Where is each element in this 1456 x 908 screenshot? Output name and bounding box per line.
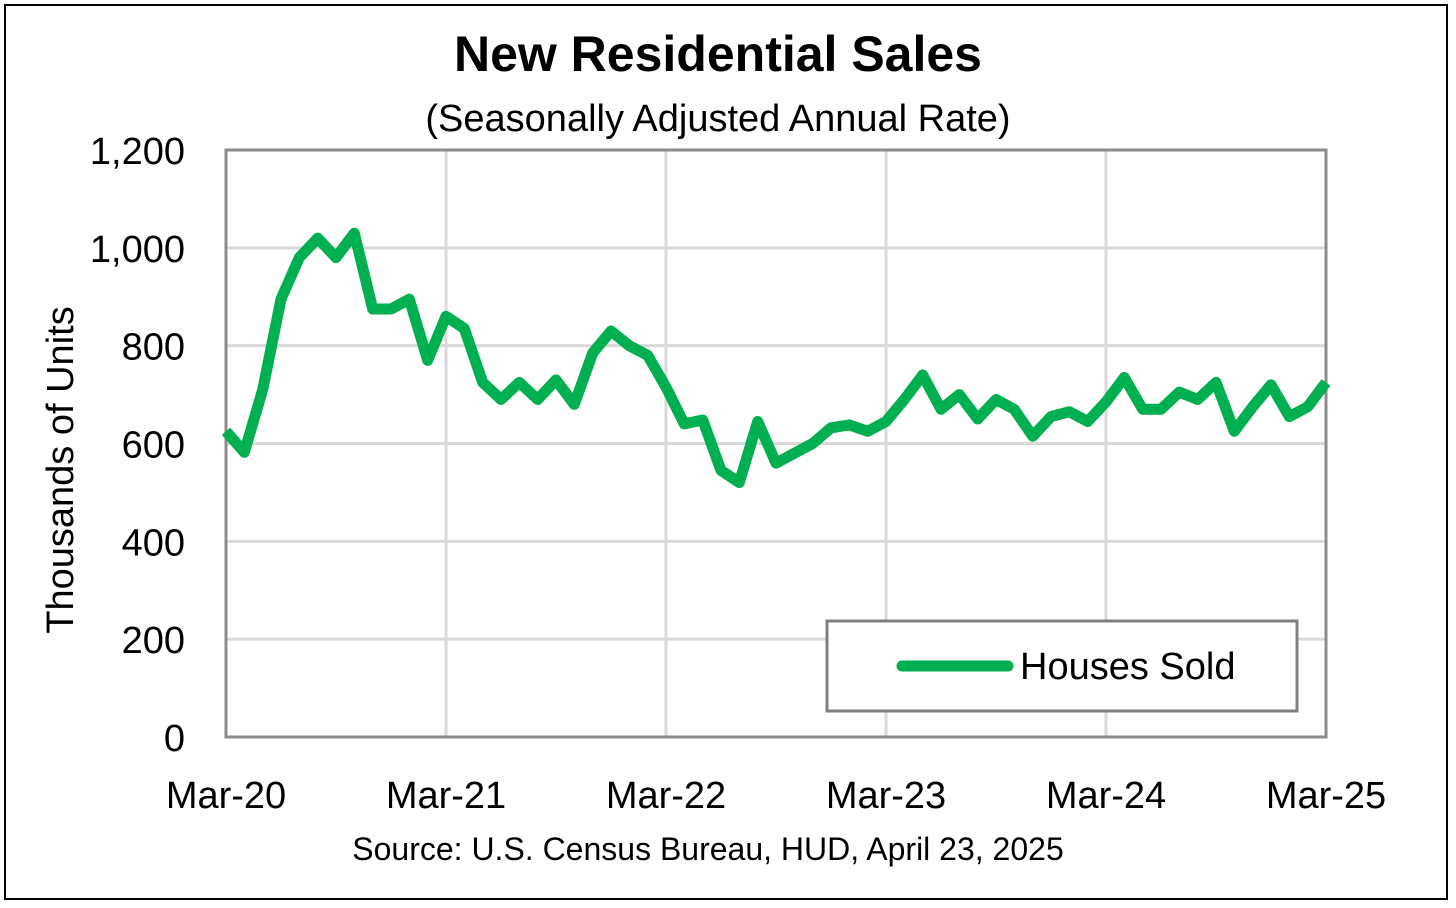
source-note: Source: U.S. Census Bureau, HUD, April 2… (352, 831, 1063, 867)
y-tick-labels: 0 200 400 600 800 1,000 1,200 (90, 131, 185, 760)
series-layer (221, 227, 1331, 489)
y-axis-label: Thousands of Units (40, 306, 82, 633)
legend-label: Houses Sold (1020, 646, 1235, 688)
x-tick-label: Mar-22 (606, 775, 726, 817)
x-tick-label: Mar-21 (386, 775, 506, 817)
x-tick-label: Mar-23 (826, 775, 946, 817)
chart-title: New Residential Sales (454, 26, 982, 82)
x-tick-label: Mar-24 (1046, 775, 1166, 817)
y-tick-label: 800 (122, 327, 185, 369)
y-tick-label: 1,000 (90, 229, 185, 271)
y-tick-label: 600 (122, 425, 185, 467)
y-tick-label: 400 (122, 522, 185, 564)
x-tick-labels: Mar-20 Mar-21 Mar-22 Mar-23 Mar-24 Mar-25 (166, 775, 1386, 817)
legend: Houses Sold (825, 619, 1299, 713)
y-tick-label: 200 (122, 620, 185, 662)
y-tick-label: 1,200 (90, 131, 185, 173)
y-tick-label: 0 (164, 718, 185, 760)
plot-area-border (224, 148, 1328, 739)
x-tick-label: Mar-25 (1266, 775, 1386, 817)
x-tick-label: Mar-20 (166, 775, 286, 817)
chart-subtitle: (Seasonally Adjusted Annual Rate) (425, 98, 1010, 140)
series-line-houses-sold (221, 227, 1331, 489)
